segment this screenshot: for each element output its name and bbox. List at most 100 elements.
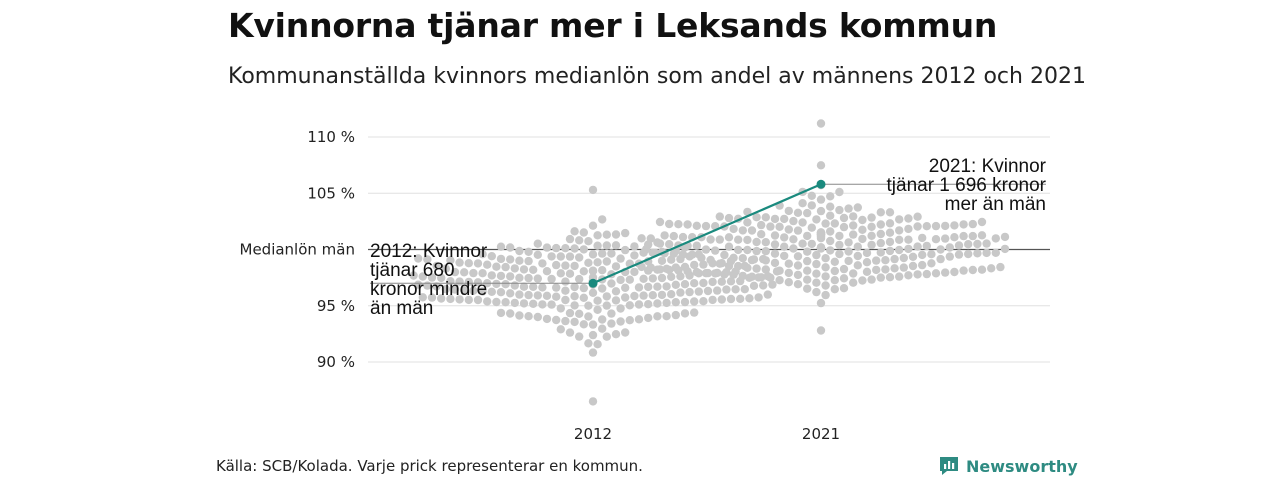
municipality-dot — [904, 271, 913, 280]
municipality-dot — [816, 119, 826, 128]
municipality-dot — [515, 246, 524, 256]
municipality-dot — [588, 250, 598, 259]
municipality-dot — [579, 228, 588, 237]
municipality-dot — [726, 277, 736, 286]
municipality-dot — [598, 284, 607, 293]
municipality-dot — [780, 242, 789, 251]
municipality-dot — [770, 249, 780, 258]
municipality-dot — [738, 254, 747, 263]
municipality-dot — [904, 244, 913, 254]
municipality-dot — [692, 267, 701, 277]
municipality-dot — [853, 251, 862, 261]
municipality-dot — [798, 239, 807, 248]
municipality-dot — [862, 267, 872, 276]
municipality-dot — [598, 249, 607, 258]
municipality-dot — [676, 288, 685, 297]
municipality-dot — [770, 240, 780, 249]
municipality-dot — [529, 299, 538, 308]
municipality-dot — [621, 245, 630, 255]
municipality-dot — [414, 254, 423, 263]
municipality-dot — [519, 299, 529, 308]
municipality-dot — [918, 250, 927, 260]
municipality-dot — [987, 264, 996, 273]
municipality-dot — [793, 252, 803, 261]
municipality-dot — [839, 213, 849, 223]
municipality-dot — [904, 224, 913, 234]
municipality-dot — [927, 259, 936, 268]
municipality-dot — [662, 298, 671, 308]
municipality-dot — [858, 234, 867, 244]
municipality-dot — [812, 250, 821, 260]
municipality-dot — [611, 262, 621, 271]
municipality-dot — [724, 213, 734, 223]
municipality-dot — [533, 239, 542, 248]
municipality-dot — [678, 250, 688, 259]
municipality-dot — [552, 292, 561, 301]
municipality-dot — [588, 397, 598, 406]
municipality-dot — [519, 265, 529, 274]
municipality-dot — [570, 301, 579, 310]
municipality-dot — [556, 325, 565, 334]
municipality-dot — [598, 315, 607, 324]
municipality-dot — [644, 282, 653, 292]
municipality-dot — [743, 207, 752, 217]
municipality-dot — [418, 272, 427, 281]
municipality-dot — [991, 248, 1000, 257]
municipality-dot — [803, 284, 812, 293]
municipality-dot — [616, 317, 625, 326]
municipality-dot — [872, 265, 881, 275]
municipality-dot — [547, 252, 556, 261]
chart-title: Kvinnorna tjänar mer i Leksands kommun — [228, 6, 998, 45]
municipality-dot — [757, 230, 766, 239]
municipality-dot — [690, 279, 699, 288]
municipality-dot — [807, 191, 816, 200]
municipality-dot — [913, 212, 922, 221]
municipality-dot — [780, 214, 789, 224]
municipality-dot — [674, 266, 683, 275]
municipality-dot — [724, 242, 734, 251]
municipality-dot — [602, 230, 611, 239]
municipality-dot — [464, 259, 473, 268]
municipality-dot — [862, 248, 872, 258]
municipality-dot — [655, 217, 665, 227]
municipality-dot — [885, 228, 895, 237]
municipality-dot — [680, 280, 690, 289]
municipality-dot — [669, 231, 678, 241]
municipality-dot — [964, 249, 973, 259]
municipality-dot — [634, 300, 644, 309]
municipality-dot — [690, 308, 699, 317]
municipality-dot — [542, 267, 552, 276]
brand-logo[interactable]: Newsworthy — [938, 455, 1078, 477]
municipality-dot — [683, 267, 692, 276]
chart-subtitle: Kommunanställda kvinnors medianlön som a… — [228, 64, 1086, 89]
municipality-dot — [913, 242, 922, 251]
municipality-dot — [506, 255, 515, 264]
municipality-dot — [653, 299, 662, 308]
municipality-dot — [885, 237, 895, 247]
municipality-dot — [844, 238, 853, 247]
municipality-dot — [872, 256, 881, 265]
municipality-dot — [556, 269, 565, 278]
municipality-dot — [542, 314, 552, 324]
municipality-dot — [770, 258, 780, 268]
municipality-dot — [722, 285, 731, 294]
municipality-dot — [584, 237, 593, 246]
municipality-dot — [761, 238, 770, 247]
municipality-dot — [450, 267, 460, 277]
municipality-dot — [561, 295, 570, 305]
municipality-dot — [713, 286, 722, 295]
municipality-dot — [584, 301, 593, 310]
municipality-dot — [469, 286, 478, 295]
municipality-dot — [849, 230, 858, 239]
municipality-dot — [533, 312, 542, 322]
municipality-dot — [607, 309, 616, 318]
municipality-dot — [881, 256, 890, 265]
municipality-dot — [501, 298, 510, 307]
municipality-dot — [464, 277, 473, 287]
municipality-dot — [996, 262, 1005, 272]
municipality-dot — [565, 308, 575, 318]
municipality-dot — [547, 274, 556, 284]
municipality-dot — [524, 290, 533, 300]
